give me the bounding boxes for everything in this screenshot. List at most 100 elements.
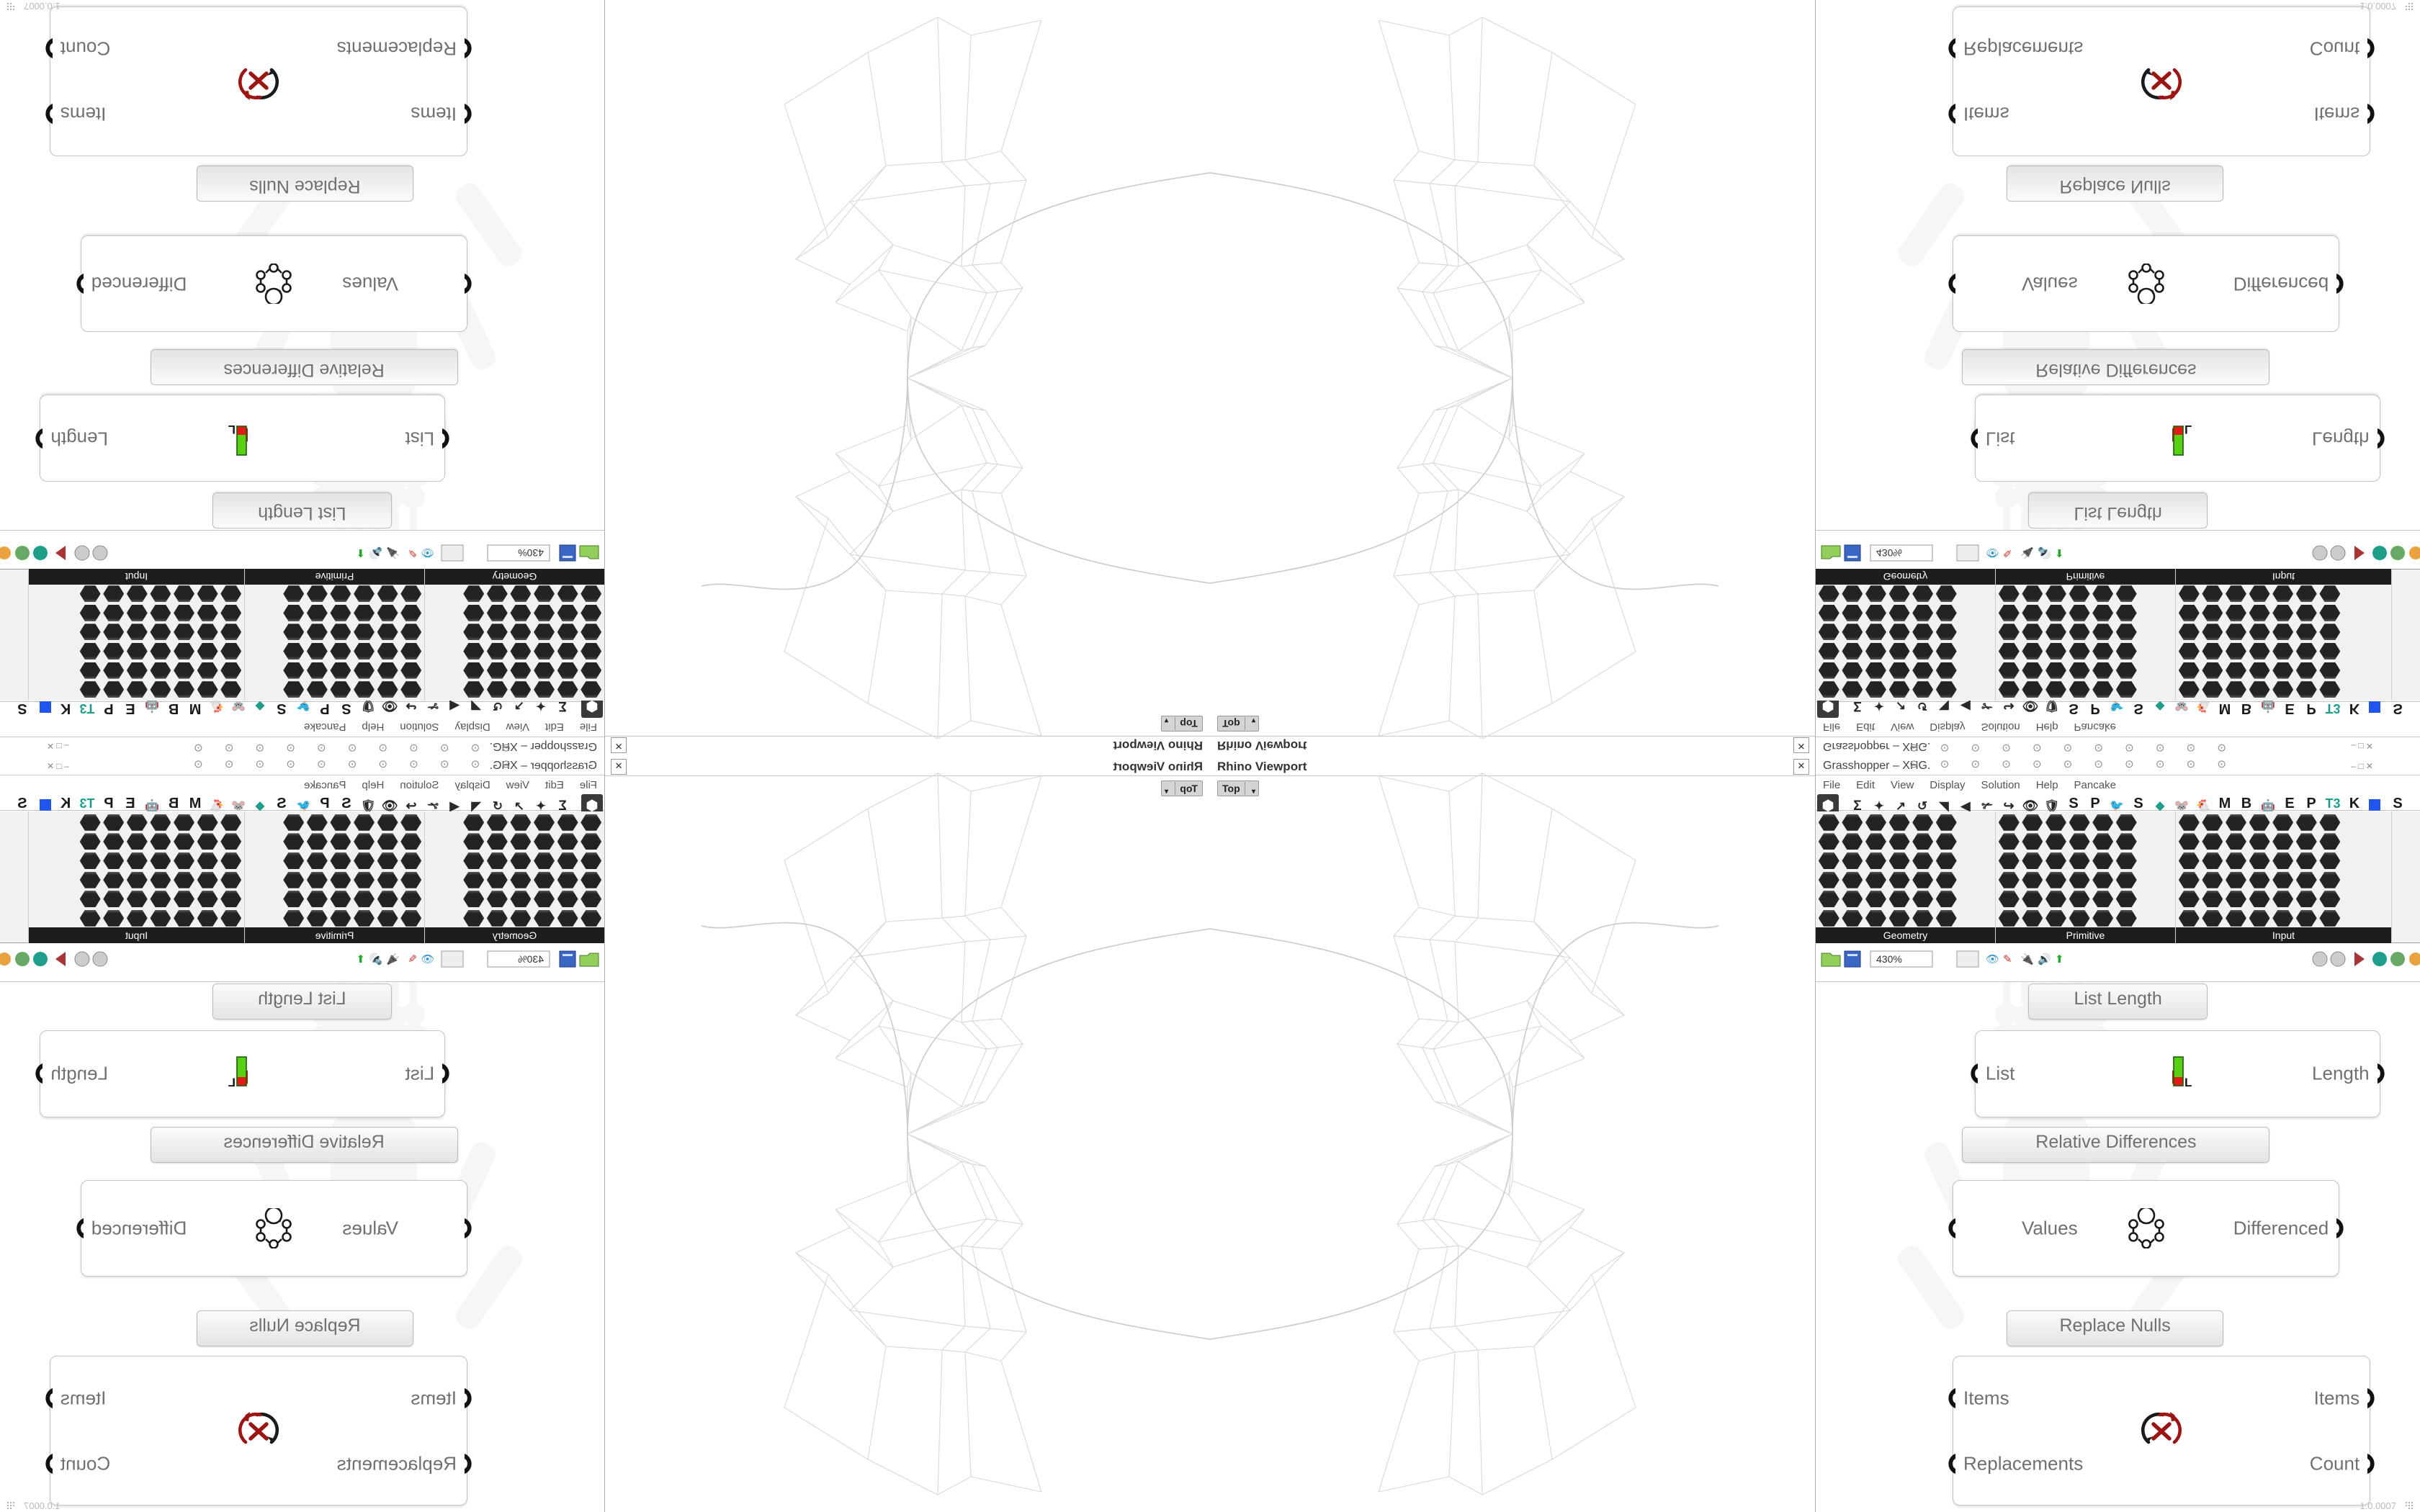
svg-text:S: S	[17, 701, 27, 716]
svg-text:🐔: 🐔	[210, 700, 224, 713]
svg-text:P: P	[104, 701, 113, 716]
svg-text:🐦: 🐦	[296, 700, 310, 712]
svg-text:👁: 👁	[421, 546, 434, 559]
svg-text:👁: 👁	[382, 798, 398, 813]
svg-text:🐭: 🐭	[231, 800, 246, 812]
svg-text:🐦: 🐦	[2110, 800, 2124, 812]
svg-text:B: B	[2241, 796, 2251, 811]
svg-text:⬢: ⬢	[586, 698, 599, 714]
svg-text:T3: T3	[2325, 796, 2340, 811]
svg-text:L: L	[228, 423, 235, 436]
svg-text:L: L	[228, 1076, 235, 1089]
svg-text:◆: ◆	[255, 700, 265, 712]
svg-text:✃: ✃	[1981, 699, 1992, 714]
svg-text:B: B	[169, 796, 179, 811]
svg-text:K: K	[2349, 701, 2360, 716]
svg-text:P: P	[2306, 796, 2316, 811]
svg-text:◆: ◆	[2155, 800, 2165, 812]
svg-text:🔌: 🔌	[386, 546, 400, 559]
svg-text:🐭: 🐭	[2174, 700, 2189, 712]
svg-text:S: S	[2133, 796, 2143, 811]
svg-text:T3: T3	[79, 701, 94, 716]
svg-text:✎: ✎	[2003, 953, 2012, 966]
svg-text:⬆: ⬆	[2055, 546, 2064, 559]
svg-text:↗: ↗	[1896, 699, 1906, 713]
svg-text:👁: 👁	[1986, 546, 1999, 559]
svg-text:P: P	[320, 796, 329, 811]
svg-text:S: S	[341, 796, 351, 811]
svg-text:↪: ↪	[405, 699, 416, 714]
svg-text:B: B	[169, 701, 179, 716]
svg-text:✃: ✃	[1981, 798, 1992, 813]
svg-text:E: E	[125, 796, 135, 811]
svg-text:E: E	[2285, 701, 2294, 716]
svg-text:S: S	[2133, 701, 2143, 716]
svg-text:◆: ◆	[255, 800, 265, 812]
svg-text:T3: T3	[2325, 701, 2340, 716]
svg-text:M: M	[189, 796, 202, 811]
svg-text:E: E	[125, 701, 135, 716]
svg-text:S: S	[341, 701, 351, 716]
svg-text:🐔: 🐔	[2196, 799, 2210, 812]
svg-text:◀: ◀	[1960, 699, 1971, 713]
svg-text:↺: ↺	[1917, 699, 1927, 713]
svg-text:P: P	[320, 701, 329, 716]
svg-text:S: S	[2069, 701, 2078, 716]
svg-text:🔊: 🔊	[369, 952, 382, 966]
svg-text:✦: ✦	[536, 699, 546, 713]
svg-text:◥: ◥	[1938, 699, 1949, 713]
svg-text:K: K	[60, 701, 71, 716]
svg-text:🔊: 🔊	[2038, 546, 2051, 560]
svg-text:⬆: ⬆	[356, 953, 365, 966]
svg-text:430%: 430%	[1876, 547, 1902, 559]
svg-text:L: L	[2184, 423, 2192, 436]
svg-text:🐭: 🐭	[2174, 800, 2189, 812]
svg-text:⬆: ⬆	[2055, 953, 2064, 966]
svg-text:🐔: 🐔	[210, 799, 224, 812]
svg-text:K: K	[60, 796, 71, 811]
svg-text:🔌: 🔌	[386, 953, 400, 966]
svg-text:S: S	[277, 701, 286, 716]
svg-text:✦: ✦	[1874, 699, 1884, 713]
svg-text:M: M	[2219, 701, 2231, 716]
svg-text:🤖: 🤖	[145, 798, 159, 812]
svg-text:E: E	[2285, 796, 2294, 811]
svg-text:🔊: 🔊	[2038, 952, 2051, 966]
svg-text:👁: 👁	[2022, 798, 2039, 813]
svg-text:K: K	[2349, 796, 2360, 811]
svg-text:◀: ◀	[449, 699, 460, 713]
svg-text:🐔: 🐔	[2196, 700, 2210, 713]
svg-text:⬆: ⬆	[356, 546, 365, 559]
svg-text:S: S	[277, 796, 286, 811]
svg-text:↪: ↪	[2003, 798, 2014, 813]
svg-text:🔌: 🔌	[2020, 953, 2034, 966]
svg-text:👁: 👁	[1986, 953, 1999, 966]
svg-text:430%: 430%	[518, 547, 544, 559]
svg-text:↪: ↪	[2003, 699, 2014, 714]
svg-text:🤖: 🤖	[2261, 700, 2275, 714]
svg-text:✃: ✃	[427, 699, 439, 714]
svg-text:430%: 430%	[518, 953, 544, 965]
svg-text:🐦: 🐦	[296, 800, 310, 812]
svg-text:S: S	[17, 796, 27, 811]
svg-text:✎: ✎	[2003, 546, 2012, 559]
svg-text:◥: ◥	[471, 699, 482, 713]
svg-text:✎: ✎	[408, 953, 417, 966]
svg-text:👁: 👁	[421, 953, 434, 966]
svg-text:M: M	[189, 701, 202, 716]
svg-text:Σ: Σ	[1853, 698, 1861, 714]
svg-text:S: S	[2393, 796, 2402, 811]
svg-text:🐦: 🐦	[2110, 700, 2124, 712]
svg-text:B: B	[2241, 701, 2251, 716]
svg-text:↪: ↪	[405, 798, 416, 813]
svg-text:🤖: 🤖	[2261, 798, 2275, 812]
svg-text:P: P	[2090, 796, 2099, 811]
svg-text:S: S	[2069, 796, 2078, 811]
svg-text:✎: ✎	[408, 546, 417, 559]
svg-text:◆: ◆	[2155, 700, 2165, 712]
svg-text:👁: 👁	[2022, 699, 2039, 714]
svg-text:↺: ↺	[493, 699, 503, 713]
svg-text:M: M	[2219, 796, 2231, 811]
svg-text:P: P	[104, 796, 113, 811]
svg-text:⬢: ⬢	[1822, 698, 1834, 714]
